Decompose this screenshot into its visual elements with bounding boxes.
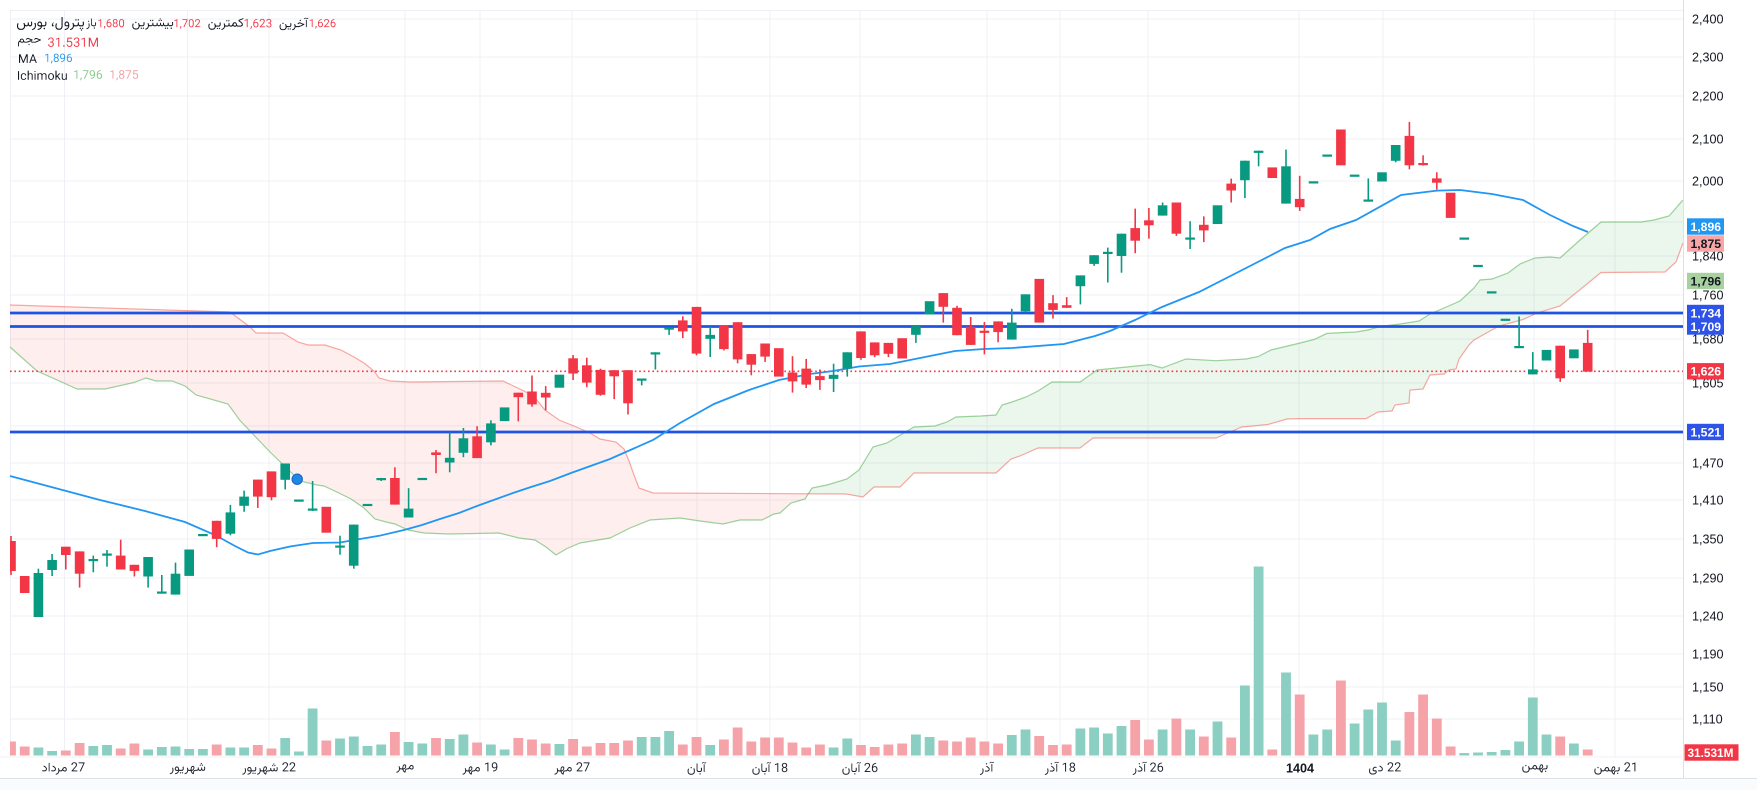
svg-text:2,100: 2,100 [1692, 132, 1724, 146]
svg-text:1,290: 1,290 [1692, 571, 1724, 585]
svg-text:1,240: 1,240 [1692, 609, 1724, 623]
svg-text:2,200: 2,200 [1692, 89, 1724, 103]
svg-text:1,605: 1,605 [1692, 376, 1724, 390]
svg-text:2,000: 2,000 [1692, 174, 1724, 188]
svg-text:1,190: 1,190 [1692, 647, 1724, 661]
svg-text:1,350: 1,350 [1692, 532, 1724, 546]
svg-text:1,734: 1,734 [1691, 306, 1722, 320]
svg-text:1,840: 1,840 [1692, 249, 1724, 263]
svg-text:1,709: 1,709 [1691, 320, 1722, 334]
svg-text:1,896: 1,896 [1691, 220, 1722, 234]
svg-text:2,300: 2,300 [1692, 50, 1724, 64]
svg-text:31.531M: 31.531M [1688, 746, 1734, 760]
svg-text:1,150: 1,150 [1692, 680, 1724, 694]
svg-text:1,760: 1,760 [1692, 288, 1724, 302]
svg-text:1,470: 1,470 [1692, 456, 1724, 470]
svg-text:1,410: 1,410 [1692, 493, 1724, 507]
svg-text:1,875: 1,875 [1691, 237, 1722, 251]
svg-text:2,400: 2,400 [1692, 12, 1724, 26]
svg-text:1,680: 1,680 [1692, 332, 1724, 346]
svg-text:1404: 1404 [1286, 762, 1314, 776]
svg-text:1,521: 1,521 [1691, 425, 1722, 439]
svg-text:1,796: 1,796 [1691, 274, 1722, 288]
svg-text:1,626: 1,626 [1691, 365, 1722, 379]
svg-text:1,110: 1,110 [1692, 712, 1723, 726]
